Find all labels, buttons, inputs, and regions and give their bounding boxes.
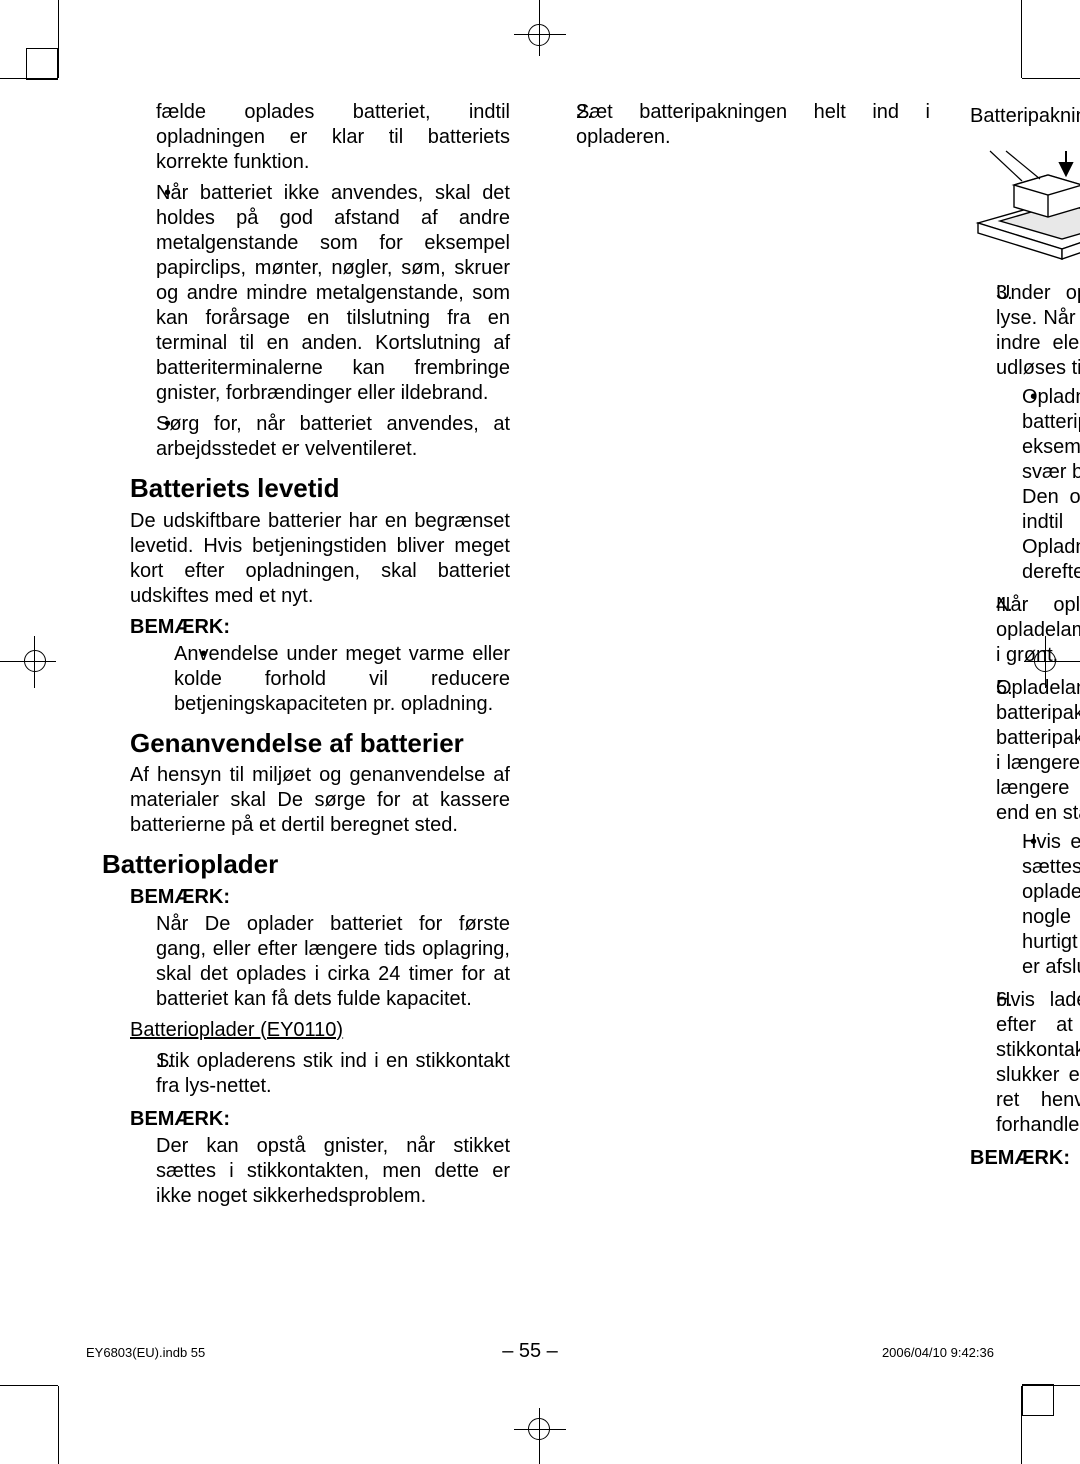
para-intro: fælde oplades batteriet, indtil opladnin… xyxy=(130,100,510,175)
step-3: Under opladningen vil opladelampen lyse.… xyxy=(996,281,1080,585)
step-5-bullet: Hvis en fuldt opladet batteripakning sæt… xyxy=(1022,830,1080,980)
charger-model: Batterioplader (EY0110) xyxy=(130,1018,510,1043)
para-first-charge: Når De oplader batteriet for første gang… xyxy=(130,912,510,1012)
heading-battery-life: Batteriets levetid xyxy=(130,472,510,505)
diagram-label-battery-pack: Batteripakning xyxy=(970,104,1080,129)
step-4: Når opladningen er afsluttet, vil oplade… xyxy=(996,593,1080,668)
page-content: fælde oplades batteriet, indtil opladnin… xyxy=(130,100,930,1220)
print-info-left: EY6803(EU).indb 55 xyxy=(86,1345,205,1360)
charger-diagram: ② ① xyxy=(970,131,1080,271)
page-number: – 55 – xyxy=(130,1340,930,1363)
para-battery-life: De udskiftbare batterier har en begrænse… xyxy=(130,509,510,609)
charger-diagram-wrap: Batteripakning xyxy=(970,104,1080,271)
note-label-4: BEMÆRK: xyxy=(970,1146,1080,1171)
step-3-text: Under opladningen vil opladelampen lyse.… xyxy=(996,282,1080,379)
step-5-text: Opladelampen begynder at lyse, hvis batt… xyxy=(996,677,1080,824)
step-1: Stik opladerens stik ind i en stikkontak… xyxy=(156,1049,510,1099)
bullet-ventilation: Sørg for, når batteriet anvendes, at arb… xyxy=(156,412,510,462)
para-recycling: Af hensyn til miljøet og genanvendelse a… xyxy=(130,763,510,838)
step-5: Opladelampen begynder at lyse, hvis batt… xyxy=(996,676,1080,980)
print-info-right: 2006/04/10 9:42:36 xyxy=(882,1345,994,1360)
note-label-2: BEMÆRK: xyxy=(130,885,510,910)
step-2: Sæt batteripakningen helt ind i opladere… xyxy=(576,100,930,150)
heading-recycling: Genanvendelse af batterier xyxy=(130,727,510,760)
heading-charger: Batterioplader xyxy=(102,848,510,881)
bullet-storage: Når batteriet ikke anvendes, skal det ho… xyxy=(156,181,510,406)
bullet-temp-capacity: Anvendelse under meget varme eller kolde… xyxy=(174,642,510,717)
step-6: Hvis ladelampen ikke tænder straks efter… xyxy=(996,988,1080,1138)
step-3-bullet: Opladningen starter ikke, hvis batteripa… xyxy=(1022,385,1080,585)
note-label-3: BEMÆRK: xyxy=(130,1107,510,1132)
para-sparks: Der kan opstå gnister, når stikket sætte… xyxy=(130,1134,510,1209)
note-label-1: BEMÆRK: xyxy=(130,615,510,640)
